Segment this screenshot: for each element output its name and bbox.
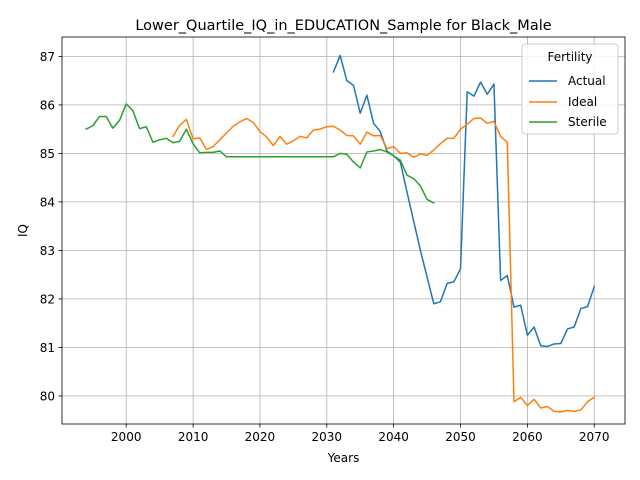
series-line-actual	[332, 54, 596, 348]
y-tick-label: 85	[40, 147, 55, 161]
y-tick-label: 81	[40, 341, 55, 355]
x-tick-label: 2060	[512, 430, 543, 444]
series-layer	[85, 54, 596, 413]
y-tick-label: 83	[40, 244, 55, 258]
x-tick-label: 2000	[111, 430, 142, 444]
y-tick-label: 80	[40, 389, 55, 403]
legend-box	[521, 43, 619, 135]
legend-title: Fertility	[547, 50, 592, 64]
x-tick-label: 2010	[178, 430, 209, 444]
series-line-ideal	[171, 117, 596, 413]
legend-label-sterile: Sterile	[568, 115, 607, 129]
y-tick-label: 84	[40, 195, 55, 209]
x-tick-label: 2030	[312, 430, 343, 444]
x-tick-label: 2070	[579, 430, 610, 444]
axis-ticks: 2000 2010 2020 2030 2040 2050 2060 2070 80 81 82 83…	[40, 50, 610, 444]
x-tick-label: 2020	[245, 430, 276, 444]
legend-label-ideal: Ideal	[568, 95, 597, 109]
x-axis-label: Years	[327, 451, 360, 465]
y-axis-label: IQ	[16, 224, 30, 237]
y-tick-label: 82	[40, 292, 55, 306]
series-line-sterile	[85, 103, 435, 204]
plot-frame	[61, 36, 626, 425]
y-tick-label: 86	[40, 98, 55, 112]
legend: Fertility Actual Ideal Sterile	[521, 43, 619, 135]
chart-title: Lower_Quartile_IQ_in_EDUCATION_Sample fo…	[135, 18, 551, 34]
x-tick-label: 2040	[378, 430, 409, 444]
y-tick-label: 87	[40, 50, 55, 64]
legend-label-actual: Actual	[568, 74, 606, 88]
x-tick-label: 2050	[445, 430, 476, 444]
